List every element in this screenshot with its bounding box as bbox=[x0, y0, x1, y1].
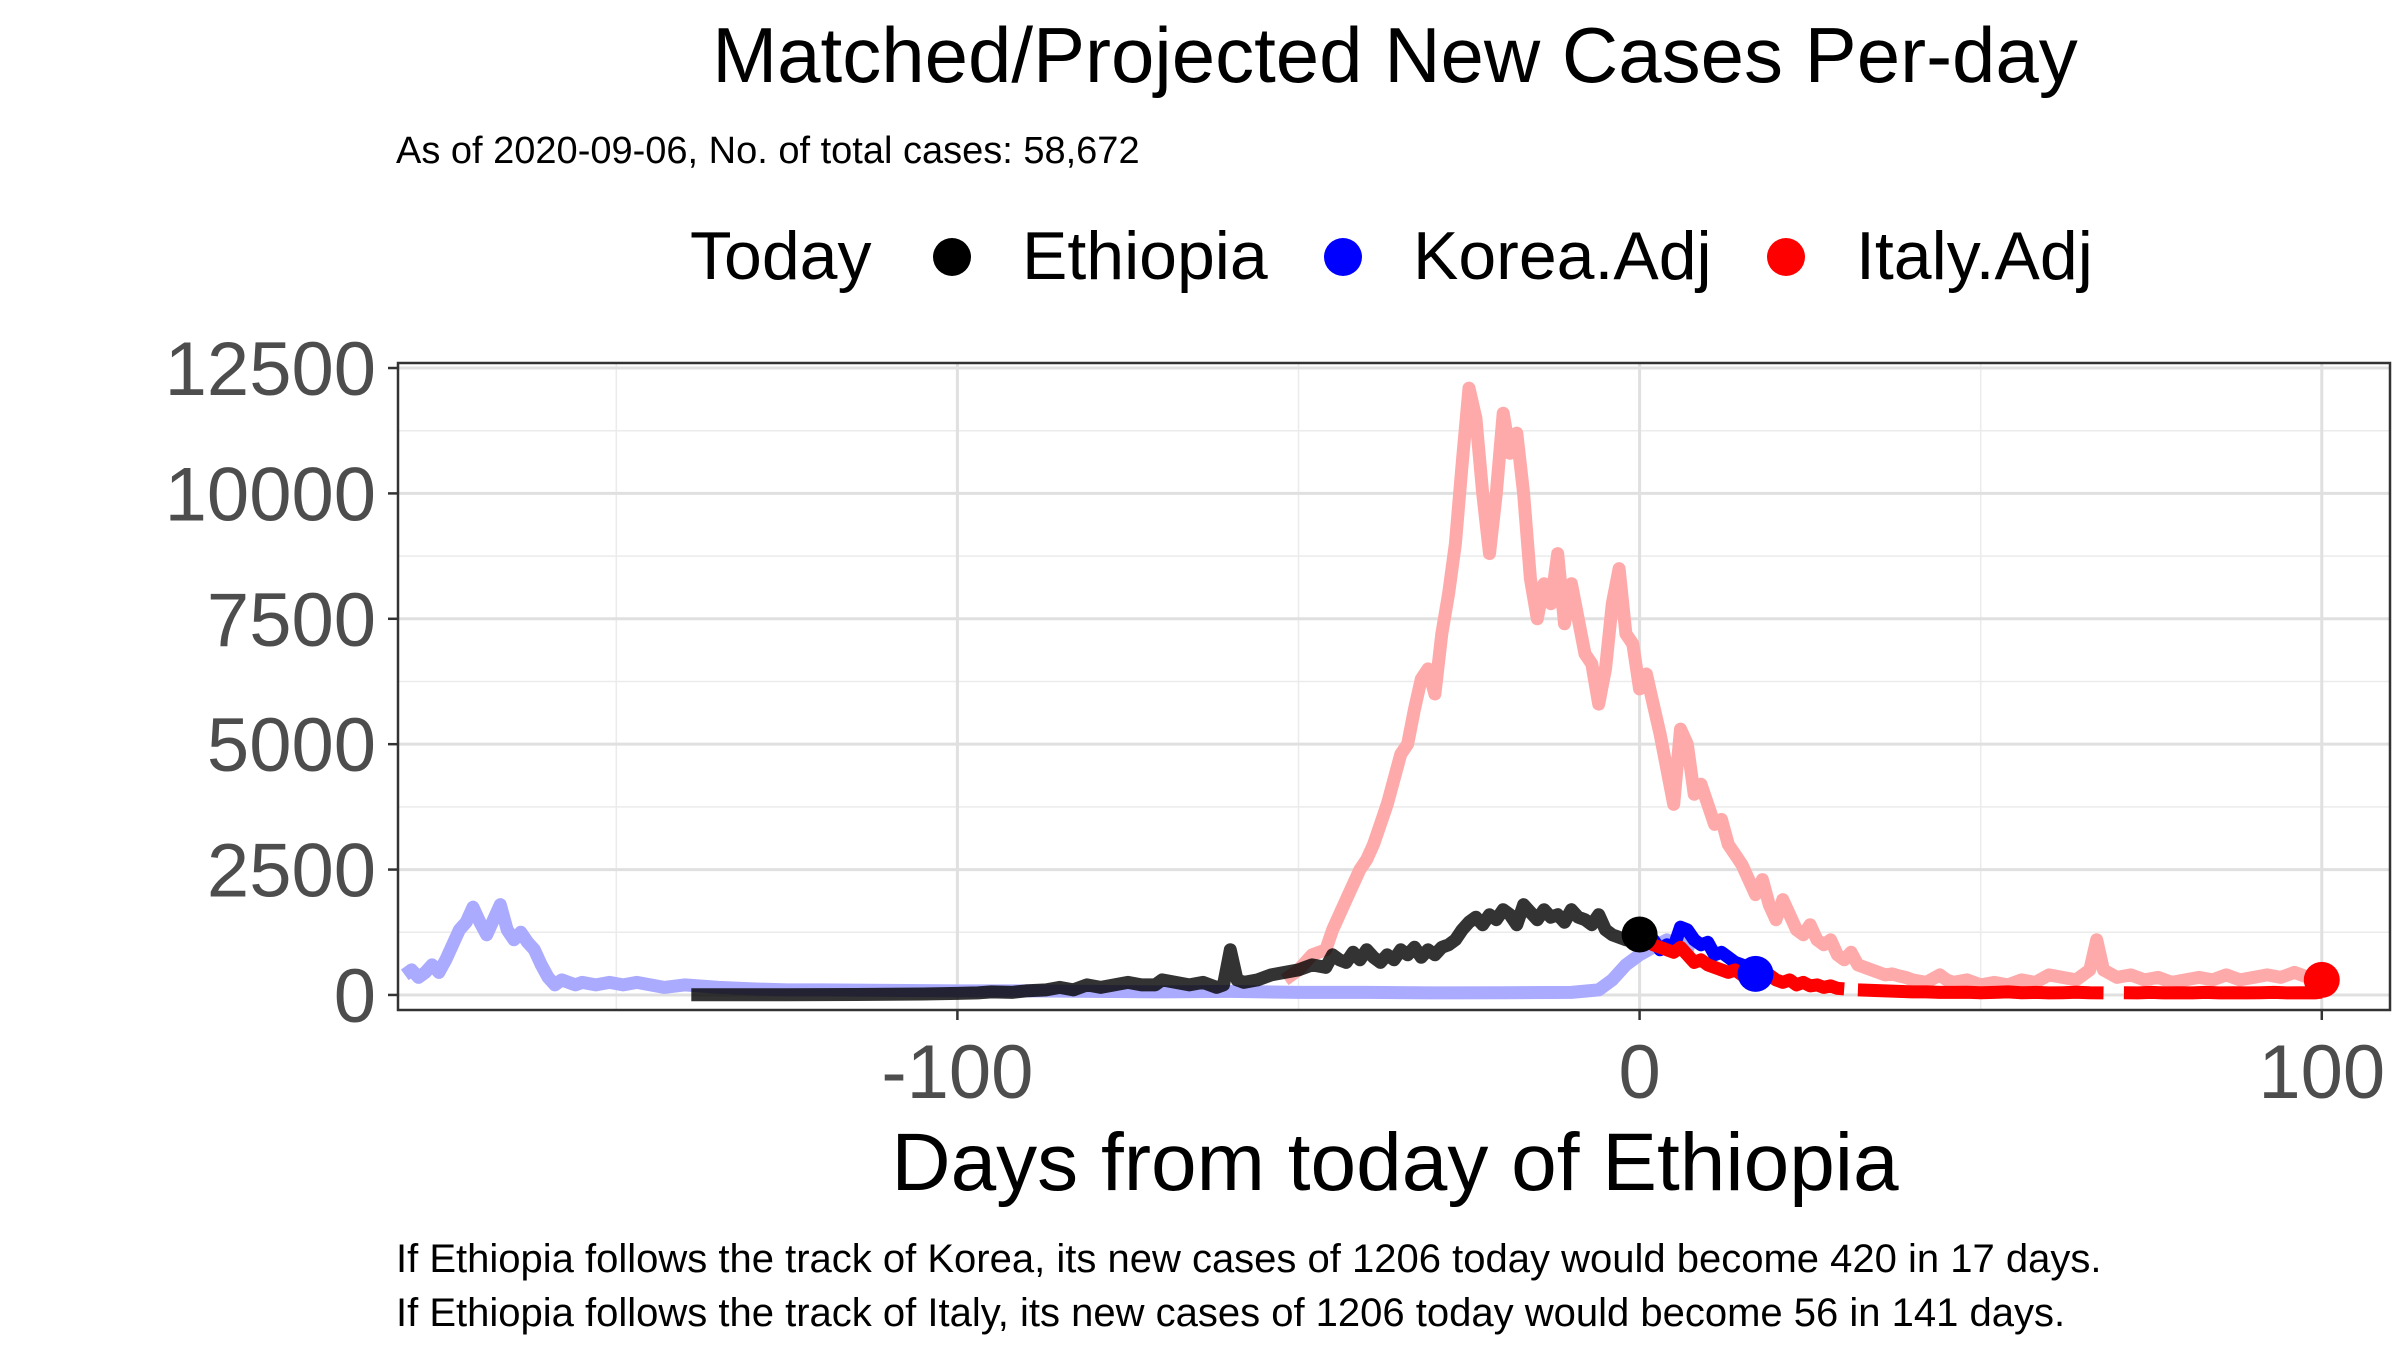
y-tick-label: 0 bbox=[334, 954, 376, 1039]
caption-korea: If Ethiopia follows the track of Korea, … bbox=[396, 1237, 2101, 1281]
x-axis: -100 0 100 bbox=[881, 1010, 2385, 1115]
x-tick-label: 0 bbox=[1618, 1030, 1660, 1115]
series-line-korea-adj-matched bbox=[400, 898, 1697, 1000]
legend-label-ethiopia: Ethiopia bbox=[1022, 218, 1268, 294]
today-point-italy-adj bbox=[2303, 961, 2340, 998]
today-point-ethiopia bbox=[1621, 916, 1658, 953]
legend-label-korea-adj: Korea.Adj bbox=[1413, 218, 1712, 294]
plot-grid bbox=[398, 363, 2390, 1010]
plot-points bbox=[1621, 916, 2340, 998]
y-tick-label: 12500 bbox=[165, 327, 376, 412]
legend: Today Ethiopia Korea.Adj Italy.Adj bbox=[690, 218, 2093, 294]
x-axis-label: Days from today of Ethiopia bbox=[891, 1117, 1899, 1208]
chart-title: Matched/Projected New Cases Per-day bbox=[712, 11, 2078, 99]
chart-subtitle: As of 2020-09-06, No. of total cases: 58… bbox=[396, 130, 1140, 172]
x-tick-label: -100 bbox=[881, 1030, 1033, 1115]
y-tick-label: 5000 bbox=[207, 703, 376, 788]
caption-italy: If Ethiopia follows the track of Italy, … bbox=[396, 1291, 2065, 1335]
plot-frame bbox=[396, 361, 2392, 1012]
y-tick-label: 10000 bbox=[165, 452, 376, 537]
y-tick-label: 7500 bbox=[207, 578, 376, 663]
legend-key-ethiopia bbox=[933, 238, 971, 276]
legend-key-korea-adj bbox=[1324, 238, 1362, 276]
legend-label-italy-adj: Italy.Adj bbox=[1856, 218, 2093, 294]
legend-key-italy-adj bbox=[1767, 238, 1805, 276]
plot-series bbox=[400, 381, 2323, 1002]
y-tick-label: 2500 bbox=[207, 829, 376, 914]
series-line-ethiopia-observed bbox=[691, 898, 1642, 1002]
today-point-korea-adj bbox=[1737, 955, 1774, 992]
x-tick-label: 100 bbox=[2258, 1030, 2385, 1115]
series-line-italy-adj-matched bbox=[1280, 381, 2323, 992]
y-axis: 0 2500 5000 7500 10000 12500 bbox=[165, 327, 398, 1039]
legend-title: Today bbox=[690, 218, 871, 294]
